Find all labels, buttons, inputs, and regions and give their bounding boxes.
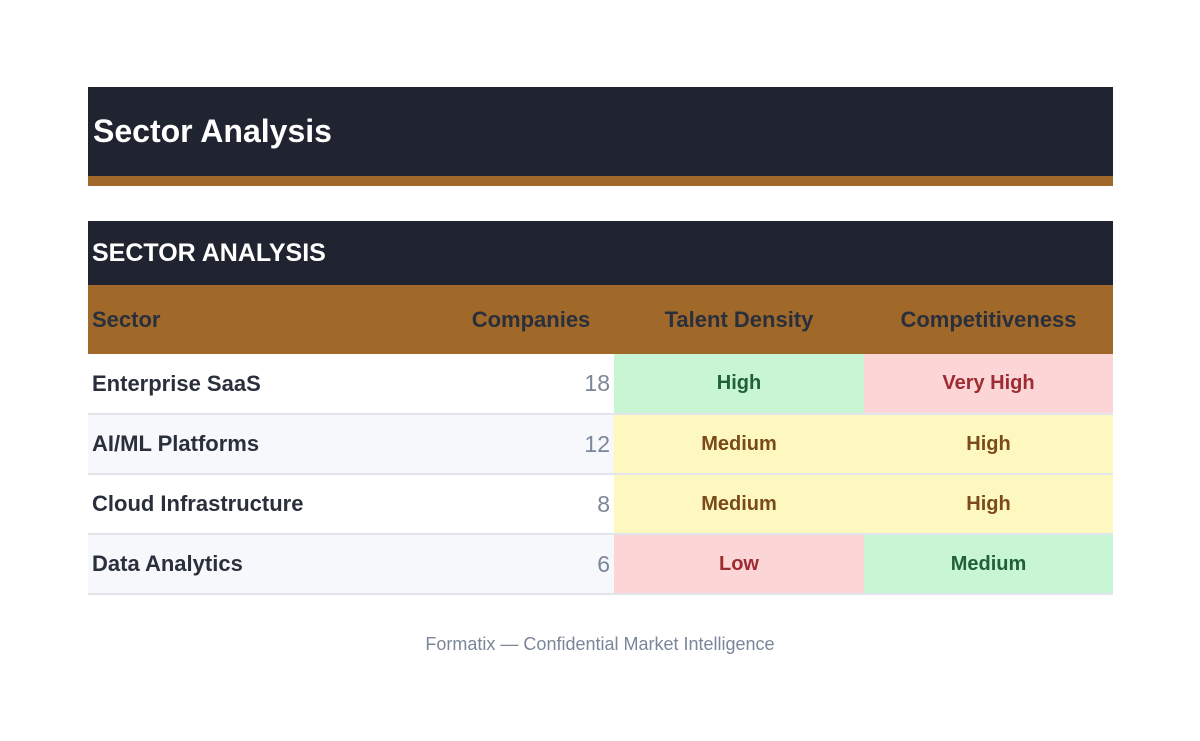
sector-table-section: SECTOR ANALYSIS Sector Companies Talent … [88,221,1113,595]
competitiveness-cell: Very High [864,354,1113,415]
talent-density-cell: Low [614,534,864,595]
table-row: Data Analytics 6 Low Medium [88,534,1113,595]
talent-density-cell: Medium [614,414,864,475]
page-title: Sector Analysis [93,113,332,149]
table-row: Enterprise SaaS 18 High Very High [88,354,1113,415]
competitiveness-cell: High [864,474,1113,535]
footer-note: Formatix — Confidential Market Intellige… [425,634,775,654]
talent-density-cell: High [614,354,864,415]
competitiveness-cell: Medium [864,534,1113,595]
sector-table: Sector Companies Talent Density Competit… [88,285,1113,595]
companies-cell: 8 [448,474,614,535]
column-header-talent-density: Talent Density [614,285,864,354]
table-row: AI/ML Platforms 12 Medium High [88,414,1113,475]
title-divider [88,176,1113,186]
sector-cell: Cloud Infrastructure [88,474,448,535]
column-header-competitiveness: Competitiveness [864,285,1113,354]
talent-density-cell: Medium [614,474,864,535]
competitiveness-cell: High [864,414,1113,475]
column-header-sector: Sector [88,285,448,354]
companies-cell: 12 [448,414,614,475]
column-header-companies: Companies [448,285,614,354]
sector-cell: AI/ML Platforms [88,414,448,475]
title-banner: Sector Analysis [88,87,1113,176]
sector-cell: Data Analytics [88,534,448,595]
companies-cell: 18 [448,354,614,415]
sector-cell: Enterprise SaaS [88,354,448,415]
table-row: Cloud Infrastructure 8 Medium High [88,474,1113,535]
table-header-row: Sector Companies Talent Density Competit… [88,285,1113,354]
table-heading: SECTOR ANALYSIS [88,221,1113,285]
companies-cell: 6 [448,534,614,595]
